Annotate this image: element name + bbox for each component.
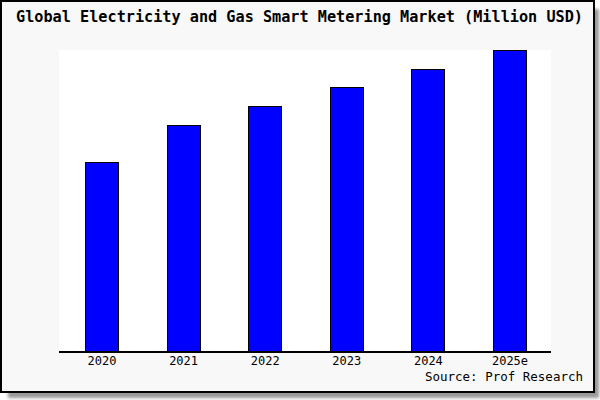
bar-2024 xyxy=(411,69,445,351)
x-tick-label-2021: 2021 xyxy=(169,354,198,368)
x-tick-label-2024: 2024 xyxy=(414,354,443,368)
x-tick-label-2022: 2022 xyxy=(251,354,280,368)
x-tick-label-2020: 2020 xyxy=(88,354,117,368)
bar-2023 xyxy=(330,87,364,351)
chart-title: Global Electricity and Gas Smart Meterin… xyxy=(2,8,597,26)
x-axis-labels: 2020 2021 2022 2023 2024 2025e xyxy=(0,354,600,370)
bar-2020 xyxy=(85,162,119,351)
bar-2025e xyxy=(493,50,527,351)
source-credit: Source: Prof Research xyxy=(425,369,583,384)
x-tick-label-2023: 2023 xyxy=(332,354,361,368)
bar-2021 xyxy=(167,125,201,351)
plot-area xyxy=(59,50,551,353)
bar-2022 xyxy=(248,106,282,351)
x-tick-label-2025e: 2025e xyxy=(492,354,528,368)
